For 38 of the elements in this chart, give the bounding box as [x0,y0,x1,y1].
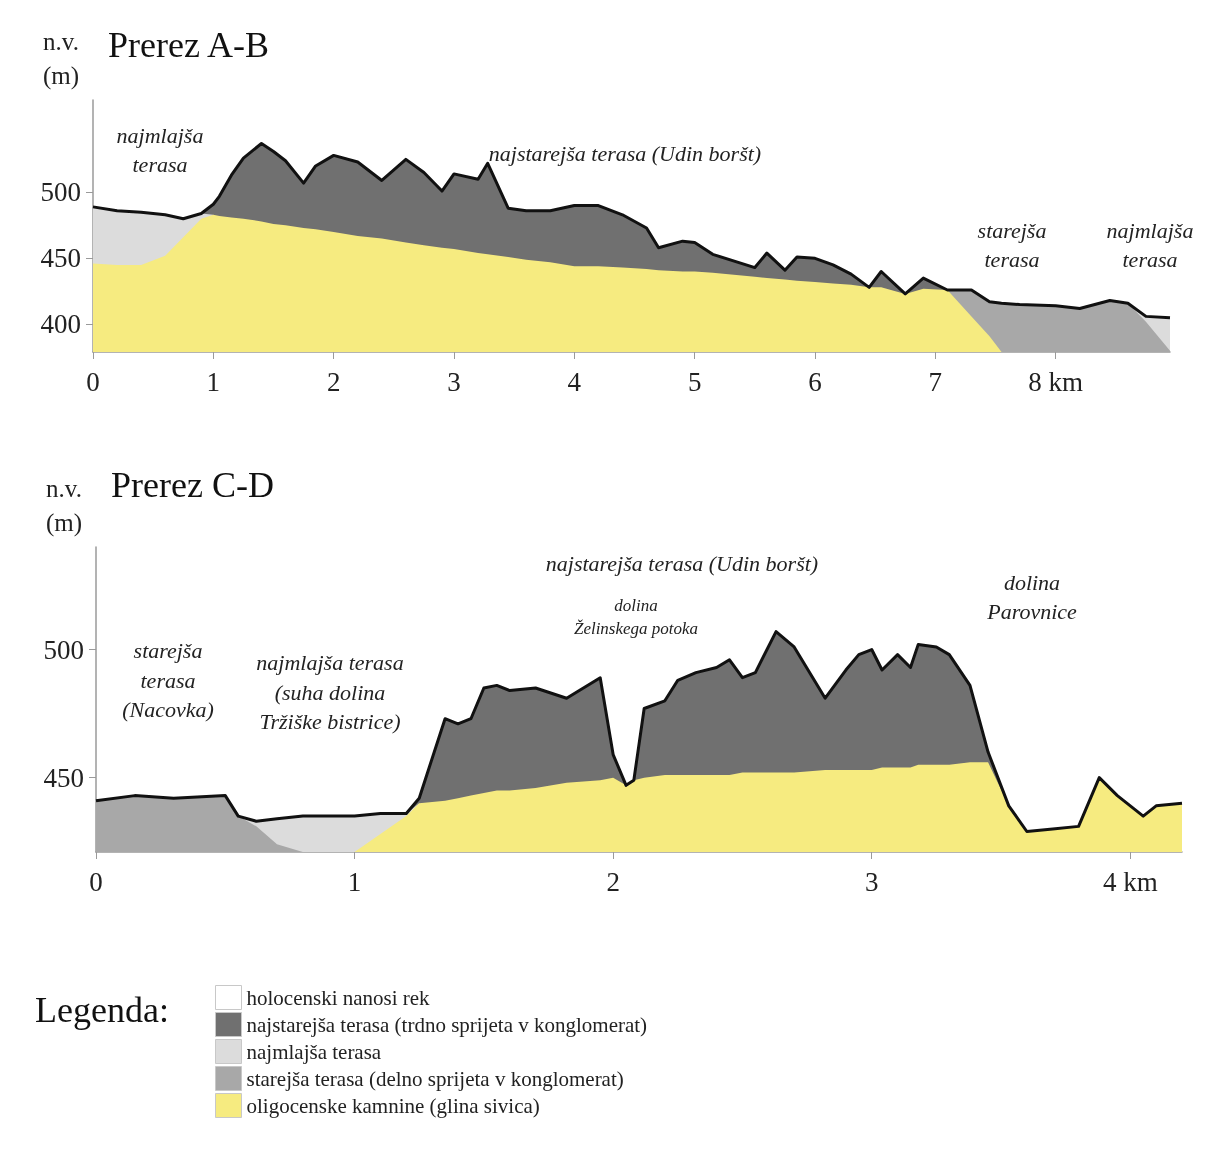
x-tick-label: 8 km [1028,366,1084,397]
y-axis-title: n.v. (m) [45,474,82,537]
y-tick-label: 450 [40,243,81,274]
annotation: dolina Želinskega potoka [573,596,699,638]
annotation: starejša terasa (Nacovka) [122,637,214,723]
x-tick-label: 4 [567,366,582,397]
annotation: starejša terasa [977,217,1047,273]
x-tick-label: 1 [206,366,221,397]
x-tick-label: 1 [347,866,362,897]
y-tick-label: 450 [43,762,84,793]
legend-label: holocenski nanosi rek [246,985,431,1010]
annotation: najmlajša terasa [1106,217,1194,273]
x-tick-label: 4 km [1102,866,1158,897]
y-tick-label: 500 [43,634,84,665]
legend-label: starejša terasa (delno sprijeta v konglomerat) [246,1066,624,1091]
x-tick-label: 0 [86,366,100,397]
legend-label: oligocenske kamnine (glina sivica) [246,1093,540,1118]
legend-title: Legenda: [35,990,169,1030]
x-tick-label: 2 [326,366,341,397]
x-tick-label: 3 [447,366,461,397]
annotation: najstarejša terasa (Udin boršt) [545,550,819,576]
y-tick-label: 500 [40,177,81,208]
x-tick-label: 6 [808,366,822,397]
x-tick-label: 7 [928,366,943,397]
x-tick-label: 3 [864,866,879,897]
x-tick-label: 2 [606,866,620,897]
x-tick-label: 0 [89,866,103,897]
annotation: najmlajša terasa [116,122,204,178]
annotation: dolina Parovnice [986,569,1078,625]
annotation: najstarejša terasa (Udin boršt) [488,140,762,166]
annotation: najmlajša terasa (suha dolina Tržiške bistrice) [256,649,404,735]
y-tick-label: 400 [40,309,81,340]
legend-label: najstarejša terasa (trdno sprijeta v konglomerat) [246,1012,648,1037]
y-axis-title: n.v. (m) [42,27,79,90]
x-tick-label: 5 [687,366,702,397]
legend-label: najmlajša terasa [246,1039,382,1064]
chart-title: Prerez A-B [108,25,269,65]
chart-title: Prerez C-D [111,465,274,505]
